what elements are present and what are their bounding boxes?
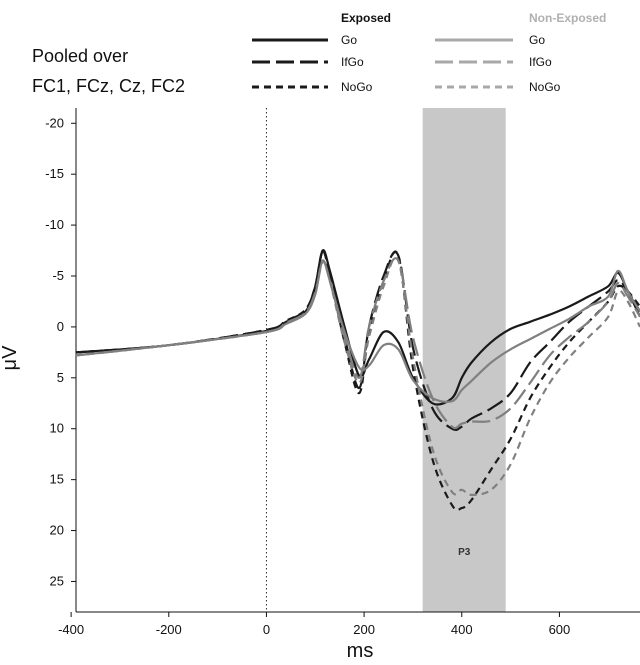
legend-entry-label: Go xyxy=(341,33,357,47)
y-tick-label: 25 xyxy=(50,573,64,588)
legend-heading-non-exposed: Non-Exposed xyxy=(529,11,606,25)
series-line-non-exposed-nogo xyxy=(75,256,640,496)
y-axis: -20 -15 -10 -5 0 5 10 15 20 25 xyxy=(45,108,77,612)
legend-heading-exposed: Exposed xyxy=(341,11,391,25)
series-line-non-exposed-ifgo xyxy=(75,257,640,430)
y-tick-label: 15 xyxy=(50,472,64,487)
x-axis-label: ms xyxy=(347,640,374,662)
legend-entry-label: IfGo xyxy=(529,55,552,69)
legend-entry-label: NoGo xyxy=(529,80,561,94)
legend-entry-label: NoGo xyxy=(341,80,373,94)
series-line-non-exposed-go xyxy=(75,259,640,403)
legend: Exposed Go IfGo NoGo Non-Exposed Go IfGo NoGo xyxy=(252,11,606,94)
series-line-exposed-go xyxy=(75,249,640,406)
p3-window-band xyxy=(422,108,506,612)
x-tick-label: -400 xyxy=(58,622,84,637)
y-tick-label: 20 xyxy=(50,523,64,538)
pooled-note-line-2: FC1, FCz, Cz, FC2 xyxy=(32,76,185,96)
series-line-exposed-ifgo xyxy=(75,250,640,432)
legend-entry-label: IfGo xyxy=(341,55,364,69)
series-line-exposed-nogo xyxy=(75,250,640,512)
y-tick-label: 5 xyxy=(57,370,64,385)
x-tick-label: 200 xyxy=(353,622,375,637)
y-tick-label: -15 xyxy=(45,166,64,181)
y-tick-label: 10 xyxy=(50,421,64,436)
pooled-note-line-1: Pooled over xyxy=(32,46,128,66)
y-axis-label: μV xyxy=(0,345,21,371)
x-tick-label: 0 xyxy=(263,622,270,637)
x-tick-label: 400 xyxy=(451,622,473,637)
y-tick-label: -5 xyxy=(52,268,64,283)
y-tick-label: -10 xyxy=(45,217,64,232)
x-tick-label: -200 xyxy=(156,622,182,637)
series-group xyxy=(75,249,640,512)
legend-entry-label: Go xyxy=(529,33,545,47)
y-tick-label: -20 xyxy=(45,115,64,130)
y-tick-label: 0 xyxy=(57,319,64,334)
p3-window-label: P3 xyxy=(458,547,471,558)
x-axis: -400 -200 0 200 400 600 xyxy=(58,611,640,637)
x-tick-label: 600 xyxy=(549,622,571,637)
